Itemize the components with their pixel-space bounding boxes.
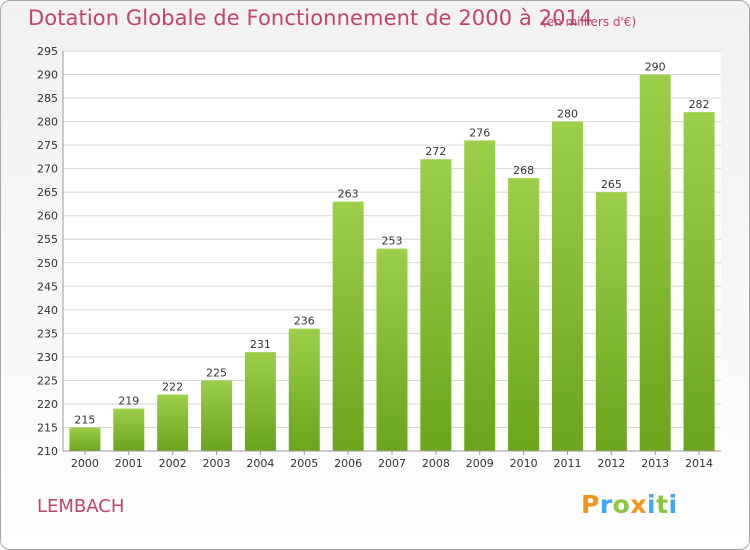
x-tick-label: 2005: [290, 457, 318, 470]
bar: [332, 201, 364, 451]
y-tick-label: 275: [37, 139, 58, 152]
x-tick-label: 2013: [641, 457, 669, 470]
y-tick-label: 255: [37, 233, 58, 246]
bar: [376, 248, 408, 451]
x-tick-label: 2000: [71, 457, 99, 470]
data-label: 272: [425, 145, 446, 158]
x-tick-label: 2011: [553, 457, 581, 470]
data-label: 236: [294, 315, 315, 328]
logo-letter: P: [581, 490, 600, 519]
commune-name: LEMBACH: [37, 496, 125, 517]
y-tick-label: 215: [37, 421, 58, 434]
y-tick-label: 250: [37, 257, 58, 270]
y-tick-label: 280: [37, 116, 58, 129]
bar: [157, 394, 189, 451]
data-label: 265: [601, 178, 622, 191]
x-tick-label: 2003: [203, 457, 231, 470]
bar: [551, 121, 583, 452]
y-tick-label: 230: [37, 351, 58, 364]
x-axis: 2000 2001 2002 2003 2004 2005 2006 2007 2008 2009…: [63, 450, 721, 470]
bar: [508, 178, 540, 451]
x-tick-label: 2009: [466, 457, 494, 470]
x-tick-label: 2014: [685, 457, 713, 470]
chart-title: Dotation Globale de Fonctionnement de 20…: [28, 6, 593, 30]
data-label: 219: [118, 395, 139, 408]
data-label: 282: [689, 98, 710, 111]
y-tick-label: 225: [37, 374, 58, 387]
y-tick-label: 270: [37, 163, 58, 176]
x-tick-label: 2008: [422, 457, 450, 470]
bar: [288, 328, 320, 451]
y-tick-label: 260: [37, 210, 58, 223]
logo-letter: i: [668, 490, 678, 519]
data-label: 253: [382, 235, 403, 248]
logo-letter: o: [612, 490, 631, 519]
data-label: 225: [206, 366, 227, 379]
x-tick-label: 2006: [334, 457, 362, 470]
y-tick-label: 290: [37, 69, 58, 82]
data-label: 268: [513, 164, 534, 177]
y-tick-label: 295: [37, 45, 58, 58]
x-tick-label: 2001: [115, 457, 143, 470]
x-tick-label: 2007: [378, 457, 406, 470]
y-tick-label: 240: [37, 304, 58, 317]
bar: [201, 380, 233, 451]
y-tick-label: 235: [37, 327, 58, 340]
data-label: 222: [162, 381, 183, 394]
x-tick-label: 2004: [246, 457, 274, 470]
bars: 215 219 222 225 231 236 263 253 272 276 268 280 265 2…: [69, 61, 715, 452]
data-label: 290: [645, 61, 666, 74]
y-tick-label: 265: [37, 186, 58, 199]
x-tick-label: 2012: [597, 457, 625, 470]
y-tick-label: 210: [37, 445, 58, 458]
bar: [113, 408, 145, 451]
proxiti-logo[interactable]: Proxiti: [581, 490, 678, 519]
y-axis: 210 215 220 225 230 235 240 245 250 255 260 265 270 2…: [37, 45, 64, 458]
data-label: 231: [250, 338, 271, 351]
y-tick-label: 220: [37, 398, 58, 411]
x-tick-label: 2010: [510, 457, 538, 470]
bar: [420, 159, 452, 451]
data-label: 215: [74, 413, 95, 426]
data-label: 263: [338, 188, 359, 201]
data-label: 276: [469, 126, 490, 139]
y-tick-label: 245: [37, 280, 58, 293]
logo-letter: x: [630, 490, 647, 519]
bar: [69, 427, 101, 451]
bar: [639, 74, 671, 451]
logo-letter: i: [647, 490, 657, 519]
logo-letter: t: [656, 490, 669, 519]
bar: [683, 112, 715, 452]
data-label: 280: [557, 108, 578, 121]
logo-letter: r: [599, 490, 613, 519]
bar: [595, 192, 627, 452]
y-tick-label: 285: [37, 92, 58, 105]
bar: [464, 140, 496, 452]
x-tick-label: 2002: [159, 457, 187, 470]
bar: [244, 352, 276, 451]
chart-unit-note: (en milliers d'€): [542, 15, 637, 29]
